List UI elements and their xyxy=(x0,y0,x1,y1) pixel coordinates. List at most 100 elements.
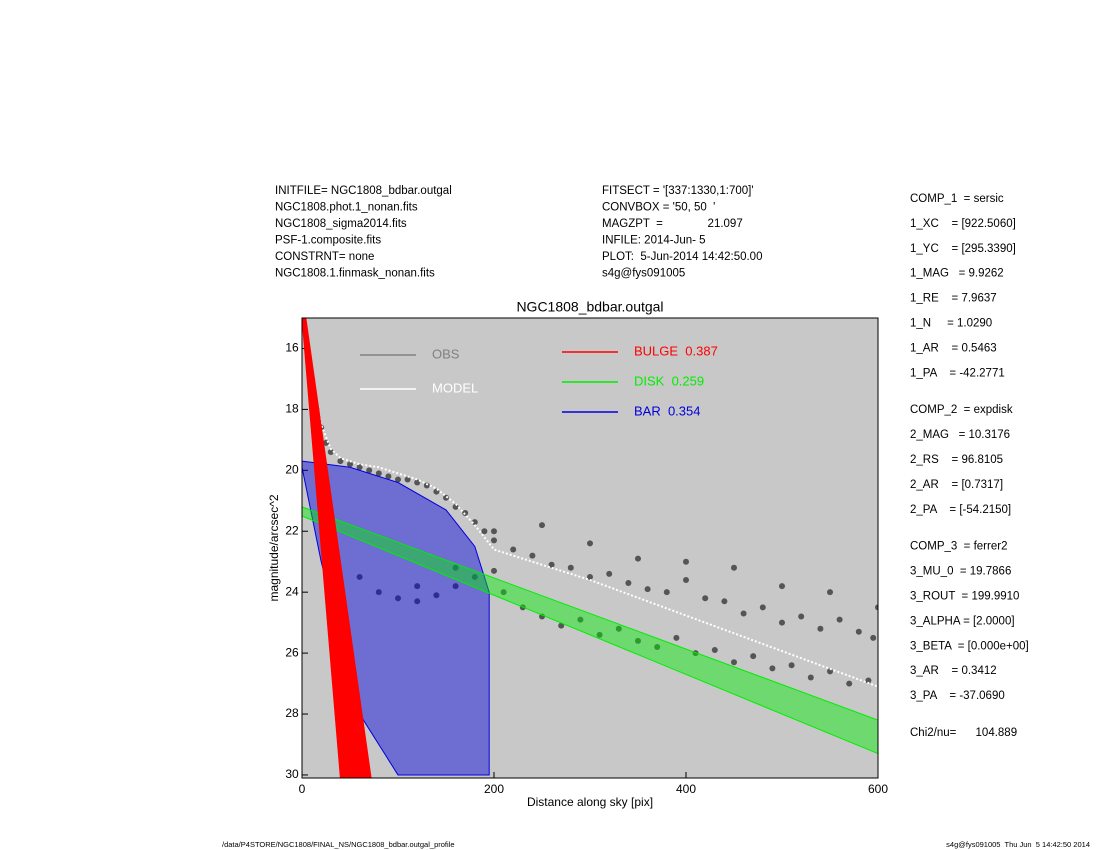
obs-point xyxy=(673,634,680,641)
obs-point xyxy=(683,558,689,565)
obs-point xyxy=(807,674,814,681)
header-text: s4g@fys091005 xyxy=(602,268,685,280)
obs-point xyxy=(711,647,718,654)
header-text: PSF-1.composite.fits xyxy=(275,235,381,247)
header-text: NGC1808_sigma2014.fits xyxy=(275,218,407,230)
x-tick-label: 600 xyxy=(868,782,888,796)
obs-point xyxy=(615,625,622,632)
obs-point xyxy=(414,598,421,605)
obs-point xyxy=(414,583,421,590)
header-text: NGC1808.phot.1_nonan.fits xyxy=(275,202,418,214)
y-tick-label: 24 xyxy=(285,584,299,598)
obs-point xyxy=(750,653,757,660)
obs-point xyxy=(740,610,747,617)
header-text: PLOT: 5-Jun-2014 14:42:50.00 xyxy=(602,251,762,263)
obs-point xyxy=(644,586,651,593)
obs-point xyxy=(683,576,689,583)
obs-point xyxy=(587,573,593,580)
param-text: 3_MU_0 = 19.7866 xyxy=(910,566,1011,578)
param-text: 3_AR = 0.3412 xyxy=(910,665,997,677)
legend-label: BULGE 0.387 xyxy=(634,343,718,358)
obs-point xyxy=(491,528,497,535)
param-text: 1_AR = 0.5463 xyxy=(910,342,997,354)
obs-point xyxy=(395,476,401,483)
plot-frame xyxy=(301,317,879,779)
param-text: 1_PA = -42.2771 xyxy=(910,367,1005,379)
obs-point xyxy=(404,476,411,483)
obs-point xyxy=(721,598,728,605)
obs-point xyxy=(491,537,497,544)
obs-point xyxy=(836,616,843,623)
obs-point xyxy=(529,552,536,559)
plot-area xyxy=(302,318,878,778)
obs-point xyxy=(452,564,459,571)
param-text: 2_RS = 96.8105 xyxy=(910,454,1003,466)
param-text: 1_N = 1.0290 xyxy=(910,318,992,330)
y-axis-label: magnitude/arcsec^2 xyxy=(267,494,281,601)
header-text: CONVBOX = '50, 50 ' xyxy=(602,202,715,214)
component-band xyxy=(302,318,372,778)
y-tick-label: 26 xyxy=(285,645,299,659)
header-text: INITFILE= NGC1808_bdbar.outgal xyxy=(275,185,452,197)
obs-point xyxy=(539,613,545,620)
legend-label: OBS xyxy=(432,346,460,361)
legend-label: MODEL xyxy=(432,380,478,395)
obs-point xyxy=(788,662,795,669)
obs-point xyxy=(870,634,877,641)
obs-point xyxy=(567,564,574,571)
obs-point xyxy=(587,540,593,547)
footer-right: s4g@fys091005 Thu Jun 5 14:42:50 2014 xyxy=(946,840,1090,849)
y-tick-label: 22 xyxy=(285,523,299,537)
y-tick-label: 28 xyxy=(285,706,299,720)
obs-point xyxy=(654,644,661,651)
param-text: 3_ROUT = 199.9910 xyxy=(910,591,1019,603)
param-text: 2_PA = [-54.2150] xyxy=(910,504,1011,516)
component-band xyxy=(302,506,878,755)
obs-point xyxy=(548,561,555,568)
footer-left: /data/P4STORE/NGC1808/FINAL_NS/NGC1808_b… xyxy=(222,840,455,849)
header-text: INFILE: 2014-Jun- 5 xyxy=(602,235,706,247)
param-text: COMP_1 = sersic xyxy=(910,193,1004,205)
obs-point xyxy=(471,573,478,580)
param-text: 2_MAG = 10.3176 xyxy=(910,429,1010,441)
obs-point xyxy=(375,470,382,477)
obs-point xyxy=(423,482,430,489)
component-band xyxy=(302,460,490,776)
obs-point xyxy=(539,522,545,529)
obs-point xyxy=(731,659,737,666)
header-text: MAGZPT = 21.097 xyxy=(602,218,743,230)
param-text: Chi2/nu= 104.889 xyxy=(910,727,1017,739)
x-axis-label: Distance along sky [pix] xyxy=(527,795,653,809)
legend-label: DISK 0.259 xyxy=(634,373,704,388)
param-text: 1_XC = [922.5060] xyxy=(910,218,1016,230)
param-text: 1_RE = 7.9637 xyxy=(910,293,997,305)
obs-point xyxy=(481,528,488,535)
obs-point xyxy=(759,604,766,611)
param-text: COMP_2 = expdisk xyxy=(910,404,1013,416)
obs-point xyxy=(395,595,401,602)
obs-point xyxy=(779,583,785,590)
x-tick-label: 400 xyxy=(676,782,696,796)
obs-point xyxy=(731,564,737,571)
obs-point xyxy=(462,509,469,516)
obs-point xyxy=(663,589,670,596)
obs-point xyxy=(635,637,641,644)
param-text: 3_PA = -37.0690 xyxy=(910,690,1005,702)
obs-point xyxy=(596,631,603,638)
obs-point xyxy=(356,464,363,471)
plot-marks xyxy=(302,318,878,778)
obs-point xyxy=(452,583,459,590)
obs-point xyxy=(827,589,833,596)
y-tick-label: 18 xyxy=(285,402,299,416)
param-text: COMP_3 = ferrer2 xyxy=(910,541,1007,553)
param-text: 2_AR = [0.7317] xyxy=(910,479,1003,491)
obs-point xyxy=(769,665,776,672)
header-text: CONSTRNT= none xyxy=(275,251,374,263)
param-text: 3_BETA = [0.000e+00] xyxy=(910,640,1029,652)
obs-point xyxy=(558,622,565,629)
header-text: NGC1808.1.finmask_nonan.fits xyxy=(275,268,435,280)
obs-point xyxy=(433,592,440,599)
obs-point xyxy=(702,595,709,602)
